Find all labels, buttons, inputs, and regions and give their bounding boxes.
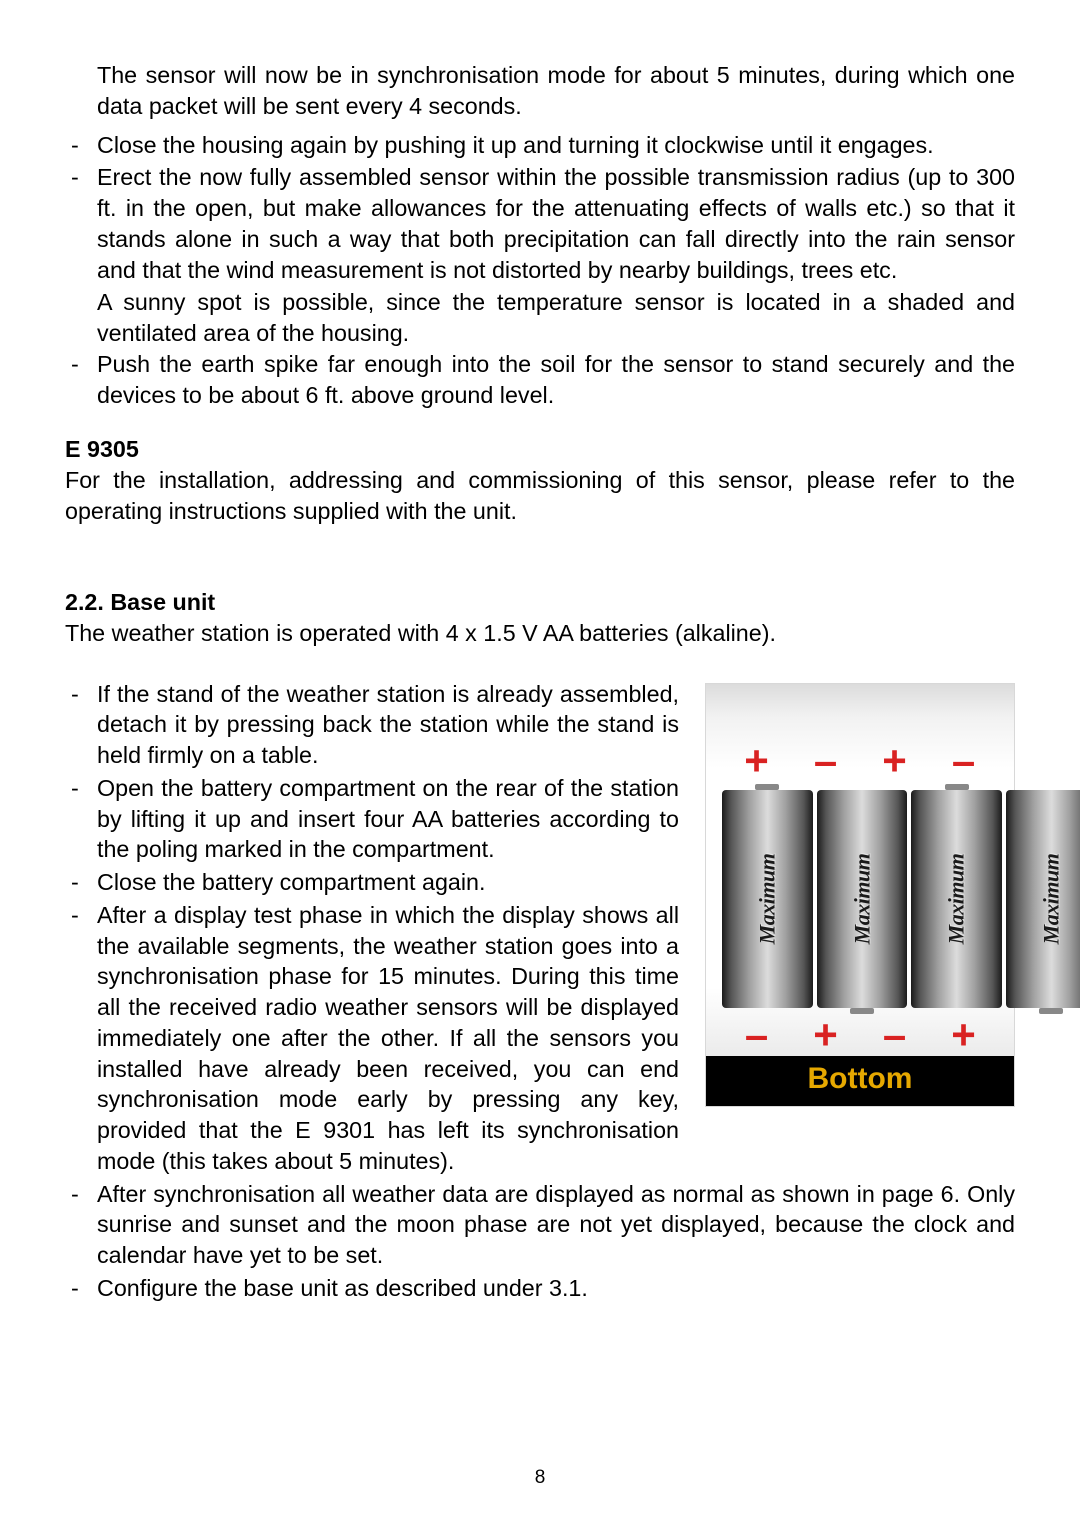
polarity-symbol: + (791, 1014, 860, 1056)
list-text: After a display test phase in which the … (97, 900, 679, 1177)
polarity-symbol: + (722, 740, 791, 782)
battery-cell: Maximum (817, 790, 908, 1008)
polarity-bottom-row: – + – + (722, 1014, 998, 1056)
base-unit-intro: The weather station is operated with 4 x… (65, 618, 1015, 649)
list-bullet: - (65, 867, 97, 898)
list-text-main: Erect the now fully assembled sensor wit… (97, 164, 1015, 282)
list-bullet: - (65, 349, 97, 411)
polarity-symbol: – (929, 740, 998, 782)
e9305-heading: E 9305 (65, 436, 1015, 463)
list-text: Close the battery compartment again. (97, 867, 679, 898)
trailing-para: A sunny spot is possible, since the temp… (97, 287, 1015, 349)
list-item: - Close the housing again by pushing it … (65, 130, 1015, 161)
e9305-para: For the installation, addressing and com… (65, 465, 1015, 527)
list-bullet: - (65, 162, 97, 285)
list-item: - After synchronisation all weather data… (65, 1179, 1015, 1271)
list-text: After synchronisation all weather data a… (97, 1179, 1015, 1271)
battery-label: Maximum (1038, 853, 1064, 944)
battery-label: Maximum (754, 853, 780, 944)
polarity-symbol: – (791, 740, 860, 782)
continuation-block: The sensor will now be in synchronisatio… (65, 60, 1015, 122)
polarity-top-row: + – + – (722, 740, 998, 782)
list-text: If the stand of the weather station is a… (97, 679, 679, 771)
list-item: - Push the earth spike far enough into t… (65, 349, 1015, 411)
battery-label: Maximum (849, 853, 875, 944)
battery-compartment-figure: + – + – Maximum Maximum Maximum (705, 683, 1015, 1107)
battery-cell: Maximum (722, 790, 813, 1008)
list-bullet: - (65, 900, 97, 1177)
two-column-section: - If the stand of the weather station is… (65, 679, 1015, 1179)
list-item: - If the stand of the weather station is… (65, 679, 679, 771)
left-column: - If the stand of the weather station is… (65, 679, 679, 1179)
polarity-symbol: – (722, 1014, 791, 1056)
battery-cell: Maximum (911, 790, 1002, 1008)
list-text: Open the battery compartment on the rear… (97, 773, 679, 865)
list-text: Close the housing again by pushing it up… (97, 130, 1015, 161)
battery-cell: Maximum (1006, 790, 1080, 1008)
list-bullet: - (65, 773, 97, 865)
list-item: - Close the battery compartment again. (65, 867, 679, 898)
list-bullet: - (65, 130, 97, 161)
list-bullet: - (65, 1179, 97, 1271)
list-item: - Configure the base unit as described u… (65, 1273, 1015, 1304)
trailing-para-block: A sunny spot is possible, since the temp… (65, 287, 1015, 349)
list-item: - After a display test phase in which th… (65, 900, 679, 1177)
batteries-row: Maximum Maximum Maximum Maximum (722, 790, 998, 1008)
list-bullet: - (65, 679, 97, 771)
base-unit-heading: 2.2. Base unit (65, 589, 1015, 616)
polarity-symbol: + (929, 1014, 998, 1056)
polarity-symbol: – (860, 1014, 929, 1056)
list-text: Configure the base unit as described und… (97, 1273, 1015, 1304)
battery-label: Maximum (944, 853, 970, 944)
right-column: + – + – Maximum Maximum Maximum (705, 679, 1015, 1107)
page: The sensor will now be in synchronisatio… (0, 0, 1080, 1529)
list-item: - Erect the now fully assembled sensor w… (65, 162, 1015, 285)
list-bullet: - (65, 1273, 97, 1304)
continuation-para: The sensor will now be in synchronisatio… (97, 60, 1015, 122)
list-text: Erect the now fully assembled sensor wit… (97, 162, 1015, 285)
list-text: Push the earth spike far enough into the… (97, 349, 1015, 411)
page-number: 8 (0, 1467, 1080, 1489)
list-item: - Open the battery compartment on the re… (65, 773, 679, 865)
polarity-symbol: + (860, 740, 929, 782)
figure-bottom-label: Bottom (706, 1056, 1014, 1106)
